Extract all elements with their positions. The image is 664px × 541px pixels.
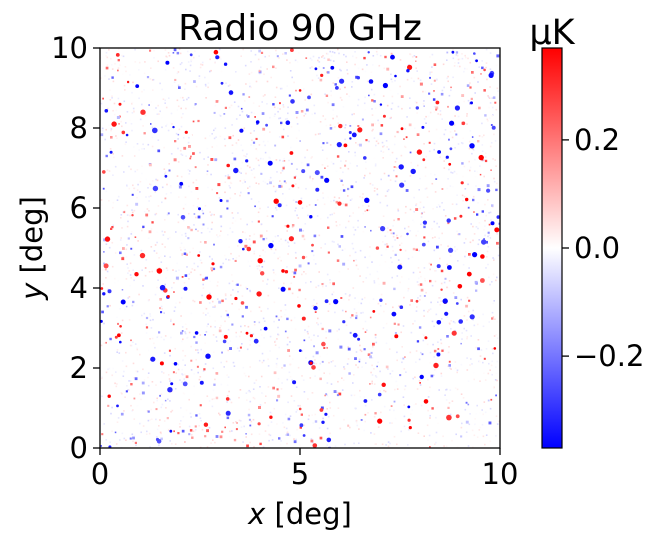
colorbar-ticks: −0.2 0.0 0.2 <box>562 123 644 373</box>
colorbar-tick-label: 0.0 <box>574 231 620 265</box>
x-tick-label: 10 <box>482 457 519 491</box>
x-axis-label: x [deg] <box>247 497 352 531</box>
colorbar-tick-label: −0.2 <box>574 339 644 373</box>
colorbar-label: μK <box>529 13 575 53</box>
y-axis-label: y [deg] <box>15 196 49 301</box>
y-tick-label: 0 <box>70 431 88 465</box>
colorbar <box>541 47 563 449</box>
x-tick-label: 0 <box>91 457 109 491</box>
y-tick-label: 6 <box>70 191 88 225</box>
y-tick-label: 10 <box>51 31 88 65</box>
x-tick-label: 5 <box>291 457 309 491</box>
y-tick-label: 8 <box>70 111 88 145</box>
colorbar-tick-label: 0.2 <box>574 123 620 157</box>
y-tick-label: 4 <box>70 271 88 305</box>
x-axis-ticks: 0 5 10 <box>91 448 519 491</box>
y-axis-ticks: 0 2 4 6 8 10 <box>51 31 100 465</box>
y-tick-label: 2 <box>70 351 88 385</box>
heatmap-plot-area <box>100 48 500 448</box>
chart-title: Radio 90 GHz <box>178 8 422 49</box>
